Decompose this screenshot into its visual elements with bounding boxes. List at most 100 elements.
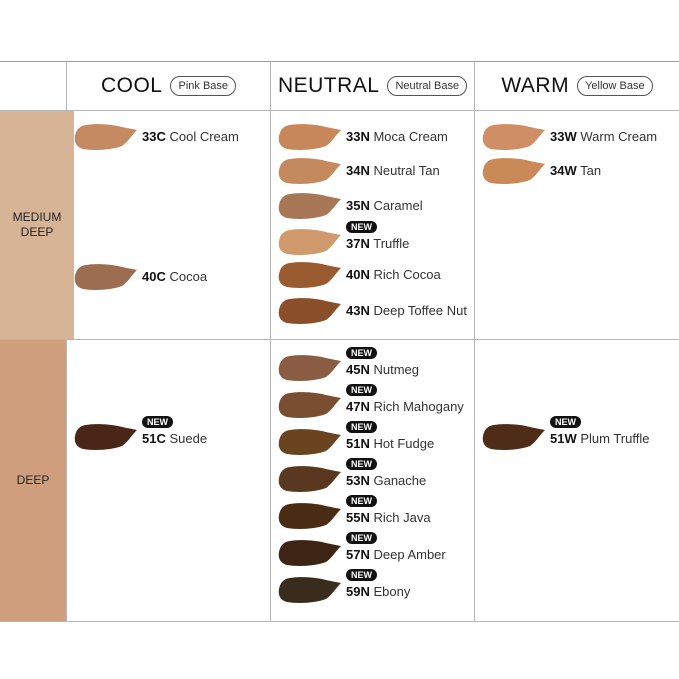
swatch-icon bbox=[278, 229, 341, 255]
swatch-icon bbox=[278, 429, 341, 455]
shade-code: 43N bbox=[346, 303, 370, 318]
column-title: NEUTRAL bbox=[277, 73, 380, 97]
shade-code: 33W bbox=[550, 129, 577, 144]
shade-code: 40N bbox=[346, 267, 370, 282]
divider bbox=[66, 61, 67, 621]
shade-code: 40C bbox=[142, 269, 166, 284]
new-badge: NEW bbox=[346, 347, 377, 359]
shade-code: 35N bbox=[346, 198, 370, 213]
shade-label: 57N Deep Amber bbox=[346, 547, 446, 562]
shade-code: 33C bbox=[142, 129, 166, 144]
swatch-icon bbox=[278, 540, 341, 566]
shade-code: 34W bbox=[550, 163, 577, 178]
swatch-shape bbox=[278, 158, 341, 184]
swatch-shape bbox=[278, 262, 341, 288]
shade-label: 40N Rich Cocoa bbox=[346, 267, 441, 282]
shade-name: Ebony bbox=[369, 584, 411, 599]
new-badge: NEW bbox=[346, 495, 377, 507]
swatch-shape bbox=[278, 466, 341, 492]
shade-name: Deep Amber bbox=[369, 547, 446, 562]
shade-code: 55N bbox=[346, 510, 370, 525]
shade-label: 40C Cocoa bbox=[142, 269, 207, 284]
swatch-icon bbox=[278, 466, 341, 492]
swatch-shape bbox=[278, 124, 341, 150]
shade-label: 33W Warm Cream bbox=[550, 129, 657, 144]
new-badge: NEW bbox=[142, 416, 173, 428]
base-pill: Pink Base bbox=[170, 75, 237, 96]
swatch-icon bbox=[482, 158, 545, 184]
divider bbox=[474, 61, 475, 621]
new-badge: NEW bbox=[346, 532, 377, 544]
shade-name: Neutral Tan bbox=[369, 163, 440, 178]
swatch-icon bbox=[278, 124, 341, 150]
swatch-icon bbox=[278, 298, 341, 324]
divider bbox=[0, 621, 679, 622]
swatch-shape bbox=[278, 355, 341, 381]
new-badge: NEW bbox=[346, 569, 377, 581]
shade-code: 59N bbox=[346, 584, 370, 599]
new-badge: NEW bbox=[346, 421, 377, 433]
shade-code: 33N bbox=[346, 129, 370, 144]
base-pill: Yellow Base bbox=[577, 75, 653, 96]
divider bbox=[0, 339, 679, 340]
shade-name: Caramel bbox=[369, 198, 423, 213]
shade-name: Ganache bbox=[369, 473, 427, 488]
divider bbox=[0, 61, 679, 62]
base-pill: Neutral Base bbox=[387, 75, 468, 96]
shade-label: 34W Tan bbox=[550, 163, 601, 178]
swatch-shape bbox=[278, 298, 341, 324]
swatch-icon bbox=[278, 262, 341, 288]
row-label-deep: DEEP bbox=[0, 340, 66, 621]
swatch-shape bbox=[482, 424, 545, 450]
swatch-shape bbox=[74, 264, 137, 290]
shade-name: Hot Fudge bbox=[369, 436, 435, 451]
new-badge: NEW bbox=[346, 384, 377, 396]
shade-code: 37N bbox=[346, 236, 370, 251]
shade-label: 35N Caramel bbox=[346, 198, 423, 213]
shade-label: 51W Plum Truffle bbox=[550, 431, 649, 446]
swatch-shape bbox=[278, 540, 341, 566]
swatch-icon bbox=[74, 424, 137, 450]
shade-label: 47N Rich Mahogany bbox=[346, 399, 464, 414]
shade-label: 37N Truffle bbox=[346, 236, 409, 251]
divider bbox=[270, 61, 271, 621]
swatch-icon bbox=[278, 503, 341, 529]
shade-label: 53N Ganache bbox=[346, 473, 426, 488]
shade-code: 47N bbox=[346, 399, 370, 414]
row-label-medium-deep: MEDIUM DEEP bbox=[0, 111, 74, 339]
shade-name: Cocoa bbox=[165, 269, 208, 284]
shade-label: 59N Ebony bbox=[346, 584, 410, 599]
column-header-cool: COOL Pink Base bbox=[67, 61, 270, 110]
swatch-shape bbox=[278, 577, 341, 603]
swatch-icon bbox=[278, 158, 341, 184]
divider bbox=[0, 110, 679, 111]
shade-name: Plum Truffle bbox=[576, 431, 650, 446]
shade-name: Moca Cream bbox=[369, 129, 448, 144]
column-title: COOL bbox=[100, 73, 163, 97]
swatch-icon bbox=[278, 577, 341, 603]
shade-code: 51W bbox=[550, 431, 577, 446]
shade-name: Suede bbox=[165, 431, 208, 446]
shade-code: 53N bbox=[346, 473, 370, 488]
swatch-shape bbox=[278, 392, 341, 418]
shade-name: Tan bbox=[576, 163, 602, 178]
column-title: WARM bbox=[501, 73, 570, 97]
new-badge: NEW bbox=[550, 416, 581, 428]
shade-label: 43N Deep Toffee Nut bbox=[346, 303, 467, 318]
shade-name: Nutmeg bbox=[369, 362, 419, 377]
shade-label: 51N Hot Fudge bbox=[346, 436, 434, 451]
swatch-icon bbox=[74, 124, 137, 150]
shade-name: Cool Cream bbox=[165, 129, 239, 144]
shade-name: Rich Mahogany bbox=[369, 399, 464, 414]
swatch-shape bbox=[74, 424, 137, 450]
shade-name: Warm Cream bbox=[576, 129, 658, 144]
swatch-shape bbox=[278, 193, 341, 219]
shade-label: 45N Nutmeg bbox=[346, 362, 419, 377]
shade-name: Rich Java bbox=[369, 510, 431, 525]
swatch-shape bbox=[278, 503, 341, 529]
shade-code: 51N bbox=[346, 436, 370, 451]
shade-code: 51C bbox=[142, 431, 166, 446]
swatch-shape bbox=[482, 158, 545, 184]
shade-name: Truffle bbox=[369, 236, 410, 251]
